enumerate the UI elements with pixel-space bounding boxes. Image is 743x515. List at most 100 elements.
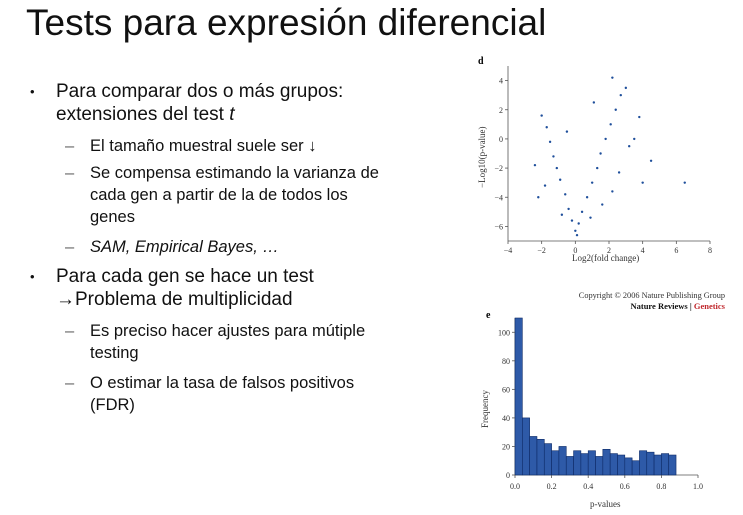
histogram-bar xyxy=(529,436,538,476)
data-point xyxy=(552,155,555,158)
histogram-bar xyxy=(646,451,655,476)
figure-panels: d 4 2 0 −2 −4 −6 −4 −2 0 2 4 6 8 Log2(fold change) … xyxy=(470,48,740,515)
copyright-line: Copyright © 2006 Nature Publishing Group xyxy=(579,291,725,300)
y-tick-label: 60 xyxy=(502,385,510,394)
sub-bullet-dash: – xyxy=(65,374,75,392)
histogram-bar xyxy=(558,446,567,476)
bullet-dot: • xyxy=(30,84,35,99)
sub-bullet-dash: – xyxy=(65,322,75,340)
histogram-bar xyxy=(602,449,611,476)
volcano-plot: d 420−2−4−6 −4 −2 0 2 4 6 8 Log2(fold change) … xyxy=(477,56,712,263)
data-point xyxy=(545,126,548,129)
data-point xyxy=(624,86,628,90)
histogram-bar xyxy=(522,417,530,476)
sub-bullet-2-2: – O estimar la tasa de falsos positivos … xyxy=(65,372,390,416)
x-tick-label: 0.8 xyxy=(656,482,666,491)
data-point xyxy=(683,181,686,184)
data-point xyxy=(574,229,577,232)
y-tick-label: 4 xyxy=(499,77,503,86)
data-point xyxy=(599,152,602,155)
y-axis-label: Frequency xyxy=(480,390,490,428)
histogram-bar xyxy=(595,456,604,476)
data-point xyxy=(560,213,564,216)
sub-bullet-1-1: – El tamaño muestral suele ser ↓ xyxy=(65,135,390,157)
data-point xyxy=(540,114,543,117)
data-point xyxy=(565,130,569,133)
sub-bullet-dash: – xyxy=(65,238,75,256)
sub-bullet-text: Es preciso hacer ajustes para mútiple te… xyxy=(90,322,366,362)
data-point xyxy=(533,163,537,167)
data-point xyxy=(619,93,622,97)
data-point xyxy=(567,207,570,211)
data-point xyxy=(638,115,641,119)
data-point xyxy=(611,76,614,79)
data-point xyxy=(604,137,607,141)
bullet-2-line1: Para cada gen se hace un test xyxy=(56,266,314,287)
data-point xyxy=(585,196,589,199)
y-tick-label: 20 xyxy=(502,442,510,451)
histogram-bar xyxy=(587,450,596,476)
histogram-bar xyxy=(543,443,552,476)
histogram-bar xyxy=(617,454,626,476)
bullet-1-italic: t xyxy=(229,104,235,125)
data-point xyxy=(628,145,631,148)
histogram-bar xyxy=(580,453,589,476)
data-point xyxy=(580,210,584,214)
bullet-1: • Para comparar dos o más grupos: extens… xyxy=(30,80,416,126)
x-tick-label: −4 xyxy=(504,246,513,255)
panel-label-e: e xyxy=(486,310,491,321)
sub-bullet-dash: – xyxy=(65,137,75,155)
data-point xyxy=(592,101,596,104)
sub-bullet-text: SAM, Empirical Bayes, … xyxy=(90,238,279,256)
histogram-bar xyxy=(551,450,560,476)
histogram-bar xyxy=(609,453,618,476)
y-tick-label: 40 xyxy=(502,414,510,423)
panel-label-d: d xyxy=(478,56,484,67)
x-tick-label: 0.4 xyxy=(583,482,593,491)
data-point xyxy=(614,108,617,111)
histogram-bar xyxy=(668,454,677,476)
data-point xyxy=(577,222,580,225)
histogram-bar xyxy=(536,439,545,476)
sub-bullet-text: Se compensa estimando la varianza de cad… xyxy=(90,164,379,226)
y-tick-label: 0 xyxy=(499,135,503,144)
journal-section: Genetics xyxy=(694,301,726,311)
x-tick-label: 0 xyxy=(573,246,577,255)
bullet-1-text: Para comparar dos o más grupos: extensio… xyxy=(56,81,344,125)
journal-credit: Nature Reviews | Genetics xyxy=(630,301,725,311)
data-point xyxy=(596,166,599,170)
data-point xyxy=(617,171,621,174)
histogram-bar xyxy=(573,450,582,476)
histogram-bar xyxy=(624,457,633,476)
histogram-bar xyxy=(514,317,523,476)
journal-name: Nature Reviews xyxy=(630,301,688,311)
bullet-2: • Para cada gen se hace un test →Problem… xyxy=(30,265,416,311)
data-point xyxy=(609,123,612,126)
data-point xyxy=(601,203,604,206)
x-tick-label: 0.2 xyxy=(547,482,557,491)
y-tick-label: 100 xyxy=(498,328,510,337)
x-axis-label: p-values xyxy=(590,499,621,509)
x-tick-label: −2 xyxy=(537,246,546,255)
sub-bullet-2-1: – Es preciso hacer ajustes para mútiple … xyxy=(65,320,390,364)
data-point xyxy=(537,196,540,199)
y-tick-label: −2 xyxy=(494,164,503,173)
journal-separator: | xyxy=(688,301,694,311)
y-tick-label: −6 xyxy=(494,222,503,231)
y-tick-label: 0 xyxy=(506,471,510,480)
data-point xyxy=(641,181,644,184)
histogram-bar xyxy=(661,453,670,476)
x-tick-label: 0.0 xyxy=(510,482,520,491)
histogram-bar xyxy=(565,456,574,476)
data-point xyxy=(611,190,614,193)
x-tick-label: 4 xyxy=(641,246,645,255)
histogram-bar xyxy=(639,450,648,476)
y-axis-label: −Log10(p-value) xyxy=(477,126,487,188)
histogram-bar xyxy=(631,460,640,476)
data-point xyxy=(564,193,567,196)
sub-bullet-1-3: – SAM, Empirical Bayes, … xyxy=(65,236,390,258)
data-point xyxy=(649,159,653,162)
slide-title: Tests para expresión diferencial xyxy=(26,2,547,43)
x-axis-label: Log2(fold change) xyxy=(572,253,639,263)
bullet-2-line2: →Problema de multiplicidad xyxy=(56,289,293,310)
